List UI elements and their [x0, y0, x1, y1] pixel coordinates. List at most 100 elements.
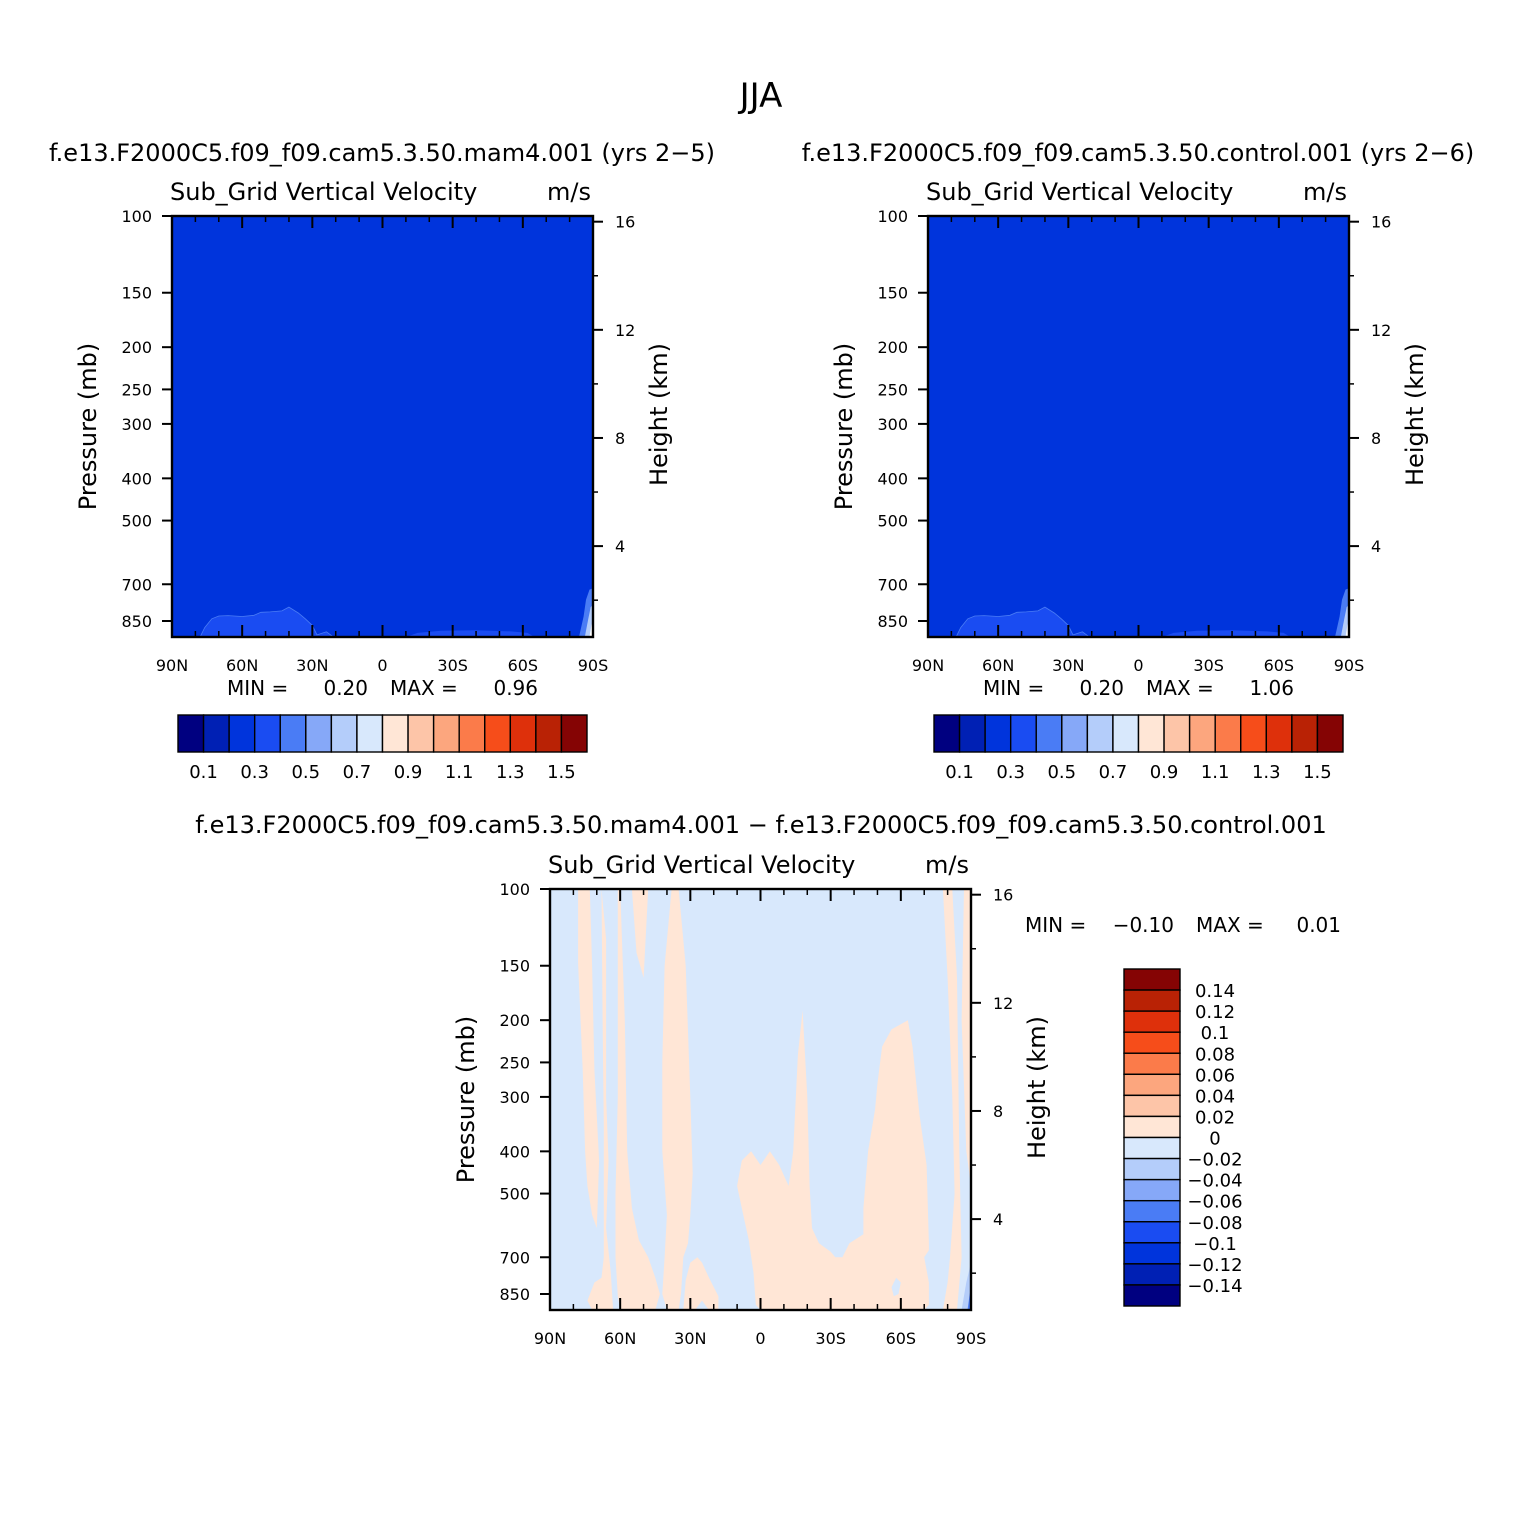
y-tick-label: 300	[877, 415, 908, 434]
y-tick-label: 300	[121, 415, 152, 434]
max-label: MAX =	[1146, 676, 1214, 700]
x-tick-label: 60N	[226, 656, 258, 675]
heatmap-field	[928, 216, 1349, 637]
colorbar-box	[1035, 714, 1063, 753]
colorbar-box	[1123, 1052, 1181, 1076]
colorbar-label: 0.9	[1150, 762, 1179, 783]
units-label: m/s	[925, 851, 969, 879]
x-tick-label: 30N	[1052, 656, 1084, 675]
colorbar-box	[1112, 714, 1140, 753]
x-tick-label: 0	[755, 1329, 765, 1348]
colorbar-label: 1.5	[1303, 762, 1332, 783]
colorbar-box	[1214, 714, 1242, 753]
colorbar-box	[484, 714, 512, 753]
colorbar-box	[1123, 1178, 1181, 1202]
y-right-tick-label: 4	[615, 537, 625, 556]
positive-region-3	[587, 889, 614, 1310]
colorbar-box	[458, 714, 486, 753]
y-right-tick-label: 16	[1371, 213, 1391, 232]
colorbar-box	[1188, 714, 1216, 753]
y-tick-label: 500	[499, 1185, 530, 1204]
x-tick-label: 90N	[534, 1329, 566, 1348]
x-tick-label: 90S	[1334, 656, 1365, 675]
colorbar-label: 0.02	[1195, 1107, 1235, 1128]
colorbar-box	[1123, 1157, 1181, 1181]
y-tick-label: 200	[499, 1011, 530, 1030]
y-tick-label: 400	[121, 469, 152, 488]
x-tick-label: 30S	[1193, 656, 1224, 675]
colorbar-box	[228, 714, 256, 753]
colorbar-box	[1009, 714, 1037, 753]
colorbar-box	[1123, 1263, 1181, 1286]
y-right-axis-title: Height (km)	[1023, 1016, 1051, 1159]
field-background	[172, 216, 593, 637]
colorbar-label: 1.1	[445, 762, 474, 783]
colorbar-label: 0.1	[945, 762, 974, 783]
y-right-tick-label: 16	[615, 213, 635, 232]
x-tick-label: 60S	[886, 1329, 917, 1348]
y-tick-label: 100	[499, 880, 530, 899]
y-axis-title: Pressure (mb)	[830, 343, 858, 510]
colorbar-box	[1123, 1010, 1181, 1033]
colorbar-box	[1123, 968, 1181, 991]
colorbar-label: 0.3	[240, 762, 269, 783]
panel-c: 90N 60N 30N 0 30S 60S 90S 100 150 200 250 300 400 500…	[452, 851, 1341, 1348]
colorbar-box	[407, 714, 435, 753]
x-tick-label: 90S	[578, 656, 609, 675]
colorbar-label: 0.1	[189, 762, 218, 783]
y-axis-title: Pressure (mb)	[74, 343, 102, 510]
colorbar-box	[1123, 1073, 1181, 1097]
colorbar-box	[1123, 1242, 1181, 1265]
colorbar-box	[958, 714, 986, 753]
colorbar-label: 0.7	[1099, 762, 1128, 783]
positive-region-8	[737, 1010, 929, 1310]
positive-region-5	[631, 889, 649, 978]
x-tick-label: 30N	[674, 1329, 706, 1348]
y-right-axis-title: Height (km)	[1401, 343, 1429, 486]
colorbar-label: 0.06	[1195, 1065, 1235, 1086]
colorbar-label: −0.02	[1187, 1150, 1242, 1171]
y-tick-label: 250	[499, 1053, 530, 1072]
min-value: 0.20	[323, 676, 368, 700]
heatmap-field	[550, 889, 971, 1310]
y-tick-label: 200	[121, 338, 152, 357]
min-value: 0.20	[1079, 676, 1124, 700]
min-value: −0.10	[1113, 913, 1174, 937]
colorbar-label: 1.5	[547, 762, 576, 783]
colorbar-box	[202, 714, 230, 753]
y-tick-label: 150	[499, 957, 530, 976]
colorbar-box	[984, 714, 1012, 753]
y-right-tick-label: 4	[1371, 537, 1381, 556]
positive-region-6	[662, 889, 693, 1310]
y-right-tick-label: 12	[1371, 321, 1391, 340]
colorbar-label: 0.14	[1195, 981, 1235, 1002]
y-tick-label: 850	[877, 612, 908, 631]
colorbar-box	[330, 714, 358, 753]
positive-region-1	[961, 889, 971, 1186]
colorbar-label: 0	[1209, 1129, 1220, 1150]
colorbar-box	[1123, 1221, 1181, 1244]
colorbar-box	[535, 714, 563, 753]
max-value: 1.06	[1249, 676, 1294, 700]
x-tick-label: 60N	[982, 656, 1014, 675]
variable-name: Sub_Grid Vertical Velocity	[548, 851, 855, 879]
colorbar-label: −0.08	[1187, 1213, 1242, 1234]
positive-region-7	[683, 1257, 719, 1310]
colorbar-label: 1.3	[1252, 762, 1281, 783]
colorbar-box	[177, 714, 205, 753]
panel-c-title: f.e13.F2000C5.f09_f09.cam5.3.50.mam4.001…	[195, 811, 1326, 839]
colorbar-label: −0.04	[1187, 1171, 1242, 1192]
variable-name: Sub_Grid Vertical Velocity	[926, 178, 1233, 206]
colorbar-label: 0.5	[1047, 762, 1076, 783]
units-label: m/s	[1303, 178, 1347, 206]
x-tick-label: 90N	[156, 656, 188, 675]
colorbar-box	[1123, 1199, 1181, 1223]
y-tick-label: 100	[877, 207, 908, 226]
x-tick-label: 30S	[437, 656, 468, 675]
y-tick-label: 250	[121, 380, 152, 399]
x-tick-label: 30S	[815, 1329, 846, 1348]
polar-edge-1	[961, 1262, 971, 1310]
colorbar-label: 0.5	[291, 762, 320, 783]
colorbar-label: 1.3	[496, 762, 525, 783]
